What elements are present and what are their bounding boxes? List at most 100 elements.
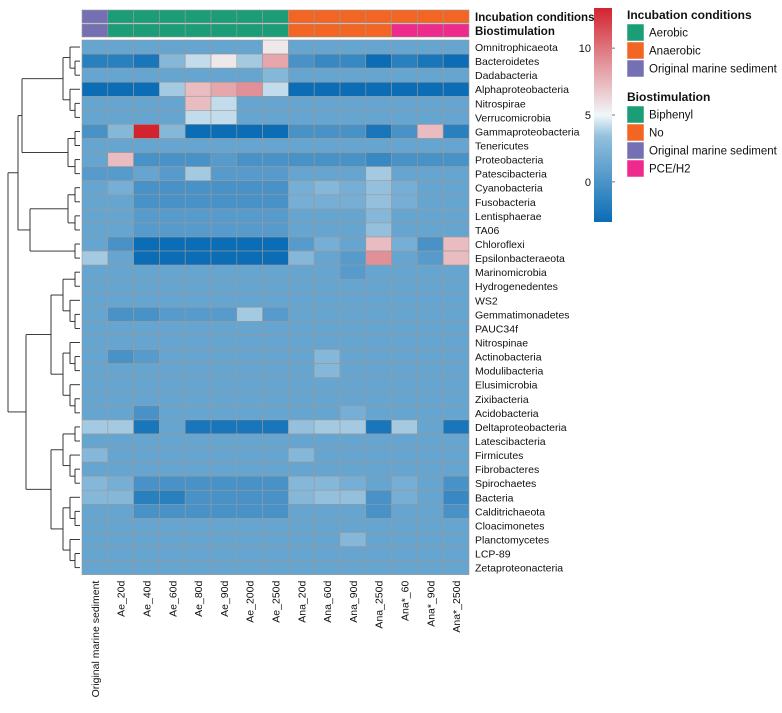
heatmap-cell: [210, 560, 238, 575]
heatmap-cell: [313, 180, 341, 196]
heatmap-cell: [339, 250, 367, 266]
heatmap-cell: [262, 489, 289, 505]
heatmap-cell: [313, 264, 341, 280]
heatmap-cell: [313, 208, 341, 224]
heatmap-cell: [365, 194, 392, 210]
heatmap-cell: [313, 222, 341, 238]
heatmap-cell: [107, 166, 134, 182]
heatmap-cell: [236, 461, 263, 477]
heatmap-cell: [159, 152, 186, 167]
heatmap-cell: [288, 504, 315, 519]
heatmap-cell: [288, 110, 315, 125]
heatmap-cell: [391, 110, 418, 125]
heatmap-cell: [442, 518, 470, 533]
heatmap-cell: [184, 518, 212, 533]
heatmap-cell: [262, 166, 289, 182]
heatmap-cell: [339, 278, 367, 294]
heatmap-cell: [365, 67, 392, 83]
legend-swatch: [626, 123, 645, 142]
heatmap-cell: [159, 363, 186, 378]
heatmap-cell: [236, 250, 263, 266]
heatmap-cell: [365, 419, 392, 435]
heatmap-cell: [417, 377, 444, 393]
heatmap-cell: [81, 180, 109, 196]
heatmap-cell: [81, 278, 109, 294]
heatmap-cell: [417, 307, 444, 322]
heatmap-cell: [288, 546, 315, 561]
heatmap-cell: [236, 124, 263, 139]
heatmap-cell: [184, 53, 212, 69]
heatmap-cell: [262, 53, 289, 69]
heatmap-cell: [81, 208, 109, 224]
heatmap-cell: [133, 95, 160, 111]
heatmap-cell: [313, 292, 341, 308]
heatmap-cell: [107, 391, 134, 407]
heatmap-cell: [417, 532, 444, 547]
row-label: Tenericutes: [475, 141, 529, 153]
heatmap-cell: [159, 124, 186, 139]
heatmap-cell: [288, 335, 315, 350]
heatmap-cell: [159, 447, 186, 463]
heatmap-cell: [288, 180, 315, 196]
heatmap-cell: [365, 53, 392, 69]
annotation-cell: [365, 23, 392, 38]
heatmap-cell: [107, 546, 134, 561]
heatmap-cell: [81, 433, 109, 449]
heatmap-cell: [313, 405, 341, 421]
heatmap-cell: [184, 124, 212, 139]
heatmap-cell: [288, 363, 315, 378]
heatmap-cell: [391, 166, 418, 182]
heatmap-cell: [365, 81, 392, 97]
heatmap-cell: [133, 264, 160, 280]
heatmap-cell: [107, 504, 134, 519]
heatmap-cell: [262, 81, 289, 97]
heatmap-cell: [210, 67, 238, 83]
row-label: Zetaproteonacteria: [475, 563, 563, 575]
heatmap-cell: [107, 236, 134, 252]
heatmap-cell: [313, 53, 341, 69]
heatmap-cell: [107, 152, 134, 167]
row-label: Nitrospinae: [475, 338, 528, 350]
heatmap-cell: [184, 180, 212, 196]
heatmap-cell: [313, 138, 341, 153]
row-label: Deltaproteobacteria: [475, 422, 567, 434]
row-label: Modulibacteria: [475, 366, 543, 378]
column-label: Ae_250d: [271, 581, 283, 623]
heatmap-cell: [442, 546, 470, 561]
heatmap-cell: [339, 124, 367, 139]
heatmap-cell: [81, 222, 109, 238]
color-scale-bar: [594, 8, 612, 222]
heatmap-cell: [159, 335, 186, 350]
legend-label: Aerobic: [649, 28, 688, 40]
legend-swatch: [626, 23, 645, 42]
annotation-cell: [133, 23, 160, 38]
heatmap-cell: [107, 39, 134, 55]
heatmap-cell: [81, 95, 109, 111]
heatmap-cell: [262, 560, 289, 575]
heatmap-cell: [391, 194, 418, 210]
heatmap-cell: [391, 250, 418, 266]
heatmap-cell: [288, 152, 315, 167]
heatmap-cell: [417, 180, 444, 196]
heatmap-cell: [339, 67, 367, 83]
heatmap-cell: [107, 475, 134, 491]
heatmap-cell: [262, 292, 289, 308]
heatmap-cell: [365, 264, 392, 280]
heatmap-cell: [365, 95, 392, 111]
heatmap-cell: [133, 208, 160, 224]
heatmap-cell: [184, 67, 212, 83]
annotation-cell: [107, 23, 134, 38]
legend-label: No: [649, 128, 664, 140]
heatmap-cell: [288, 95, 315, 111]
heatmap-cell: [442, 405, 470, 421]
heatmap-cell: [262, 236, 289, 252]
heatmap-cell: [262, 419, 289, 435]
annotation-cell: [391, 9, 418, 24]
heatmap-cell: [365, 278, 392, 294]
heatmap-cell: [442, 363, 470, 378]
heatmap-cell: [184, 321, 212, 336]
heatmap-cell: [339, 335, 367, 350]
heatmap-cell: [81, 461, 109, 477]
annotation-cell: [159, 9, 186, 24]
heatmap-cell: [133, 363, 160, 378]
